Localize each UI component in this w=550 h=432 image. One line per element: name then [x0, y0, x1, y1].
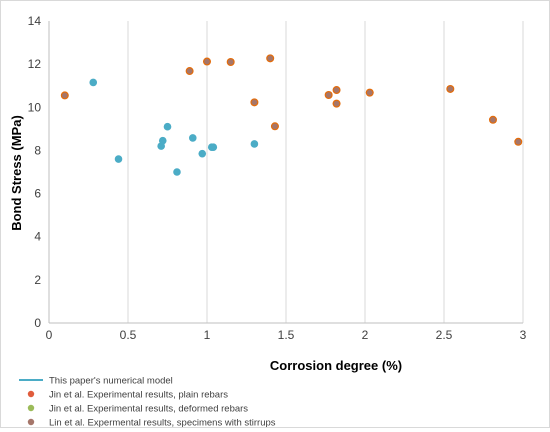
legend-entry-label: Jin et al. Experimental results, deforme… [49, 404, 248, 415]
x-tick-label: 0 [46, 328, 53, 342]
data-point-experimental [204, 58, 210, 65]
y-tick-label: 8 [34, 143, 41, 157]
x-tick-label: 2 [362, 328, 369, 342]
data-point-experimental [333, 100, 340, 107]
data-point-experimental [490, 116, 496, 123]
x-axis-title: Corrosion degree (%) [270, 358, 402, 373]
legend-swatch-marker [27, 404, 35, 412]
axes [48, 21, 523, 324]
data-point-model [188, 134, 197, 142]
data-point-experimental [267, 55, 274, 62]
data-point-experimental [62, 92, 68, 99]
data-point-model [198, 149, 207, 158]
legend-entry-label: Jin et al. Experimental results, plain r… [49, 390, 228, 401]
data-point-model [163, 122, 172, 131]
x-tick-label: 3 [520, 328, 527, 342]
legend-swatch-marker [27, 390, 35, 398]
data-point-experimental [366, 89, 373, 96]
data-point-model [158, 136, 167, 145]
y-tick-label: 4 [34, 230, 41, 244]
x-tick-labels: 0 0.5 1 1.5 2 2.5 3 [46, 328, 527, 342]
legend-entry-label: Lin et al. Expermental results, specimen… [49, 418, 276, 428]
legend: This paper's numerical model Jin et al. E… [19, 376, 276, 429]
y-axis-title: Bond Stress (MPa) [9, 115, 24, 231]
y-tick-label: 14 [28, 14, 42, 28]
legend-entry-label: This paper's numerical model [49, 376, 173, 387]
data-point-experimental [333, 87, 340, 93]
data-point-model [89, 78, 98, 87]
data-point-experimental [251, 99, 258, 106]
data-point-experimental [227, 59, 234, 65]
y-tick-labels: 0 2 4 6 8 10 12 14 [28, 14, 42, 330]
x-tick-label: 2.5 [436, 328, 453, 342]
x-tick-label: 1.5 [278, 328, 295, 342]
data-point-experimental [447, 86, 454, 92]
data-points [60, 54, 523, 176]
y-tick-label: 6 [34, 187, 41, 201]
y-tick-label: 2 [34, 273, 41, 287]
data-point-experimental [325, 92, 332, 98]
y-tick-label: 12 [28, 57, 42, 71]
x-tick-label: 1 [204, 328, 211, 342]
data-point-model [250, 140, 259, 148]
y-tick-label: 10 [28, 100, 42, 114]
x-tick-label: 0.5 [120, 328, 137, 342]
data-point-experimental [515, 139, 522, 145]
gridlines [127, 21, 524, 323]
data-point-model [173, 168, 181, 176]
legend-swatch-marker [27, 418, 35, 426]
data-point-experimental [186, 68, 193, 74]
data-point-model [114, 155, 123, 163]
data-point-model [209, 143, 218, 151]
y-tick-label: 0 [34, 316, 41, 330]
data-point-experimental [272, 123, 278, 130]
